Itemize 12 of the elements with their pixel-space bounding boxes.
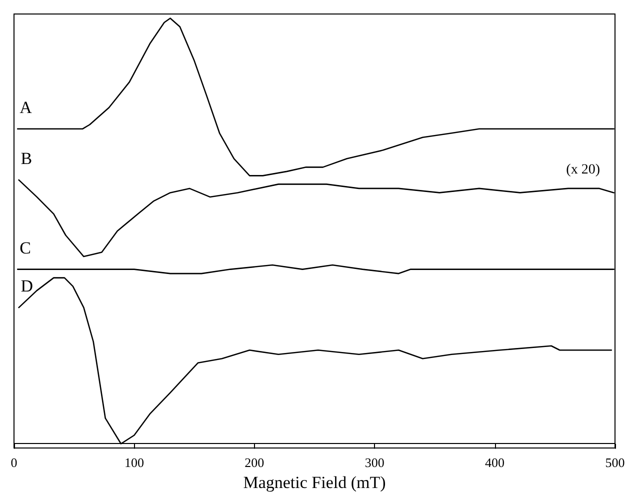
- x-tick-label: 500: [605, 455, 625, 470]
- x-axis-title: Magnetic Field (mT): [243, 472, 386, 492]
- x-tick-label: 0: [10, 455, 18, 470]
- x-tick-label: 200: [244, 455, 264, 470]
- series-label: D: [20, 276, 34, 296]
- series-label: B: [20, 148, 32, 168]
- x-tick-label: 400: [485, 455, 505, 470]
- annotation: (x 20): [566, 162, 600, 178]
- series-label: A: [20, 98, 33, 117]
- series-label: C: [20, 238, 31, 258]
- x-tick-label: 100: [124, 455, 144, 470]
- x-tick-label: 300: [364, 455, 384, 470]
